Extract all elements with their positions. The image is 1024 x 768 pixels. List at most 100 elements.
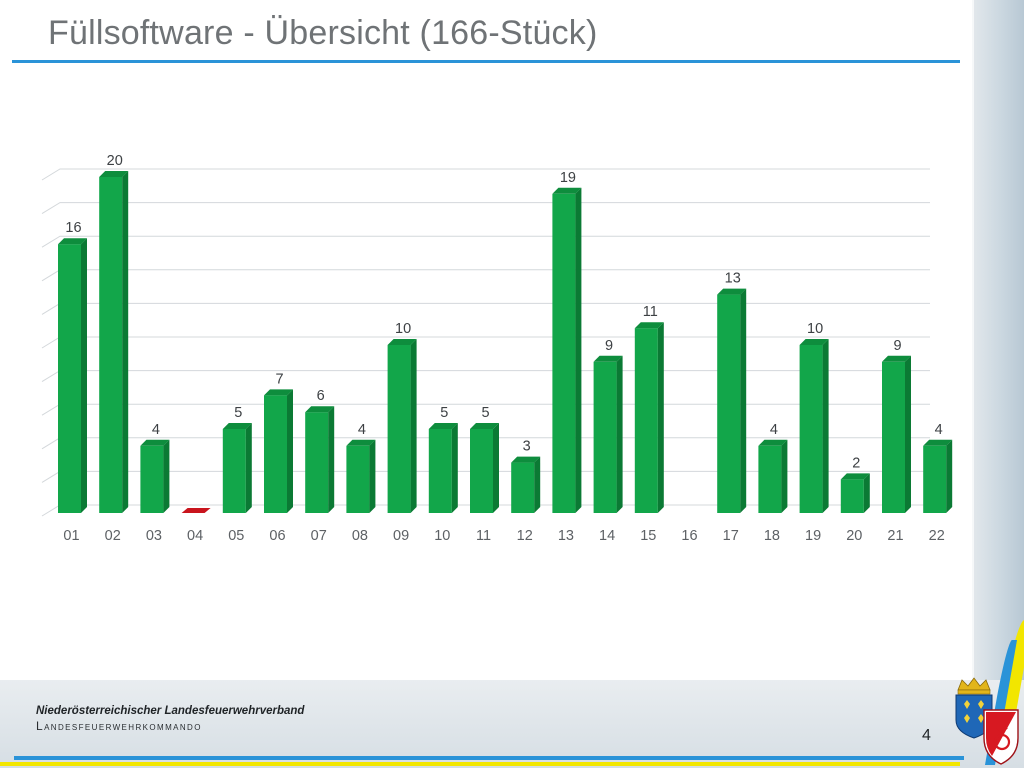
bar-side bbox=[81, 238, 87, 513]
data-label: 9 bbox=[605, 338, 613, 354]
bar-front bbox=[840, 479, 864, 513]
data-label: 6 bbox=[317, 388, 325, 404]
x-tick-label: 02 bbox=[105, 528, 121, 544]
chart-labels: 01 16 02 20 03 4 04 05 5 06 7 07 6 08 4 09 10 10 5 11 5 12 3 13… bbox=[63, 153, 944, 544]
x-tick-label: 11 bbox=[476, 528, 491, 544]
bar-top bbox=[717, 288, 747, 295]
x-tick-label: 04 bbox=[187, 528, 203, 544]
x-tick-label: 05 bbox=[228, 528, 244, 544]
bar-side bbox=[451, 423, 458, 513]
x-tick-label: 15 bbox=[640, 528, 656, 544]
gridline bbox=[41, 370, 930, 383]
bar-side bbox=[616, 355, 623, 513]
bar-top bbox=[634, 322, 664, 329]
bar bbox=[470, 423, 499, 513]
x-tick-label: 17 bbox=[723, 528, 739, 544]
bar bbox=[882, 355, 911, 513]
x-tick-label: 13 bbox=[558, 528, 574, 544]
bar-front bbox=[140, 445, 164, 513]
bar bbox=[799, 339, 829, 513]
bar bbox=[923, 439, 953, 513]
bar-front bbox=[305, 412, 329, 513]
x-tick-label: 12 bbox=[517, 528, 533, 544]
bar bbox=[181, 508, 211, 513]
bar-top bbox=[470, 423, 499, 429]
bar-front bbox=[264, 395, 287, 513]
bar-front bbox=[552, 193, 576, 514]
data-label: 2 bbox=[852, 455, 860, 471]
data-label: 4 bbox=[935, 422, 943, 438]
bar bbox=[99, 171, 129, 513]
bar-top bbox=[428, 423, 458, 429]
organization-name: Niederösterreichischer Landesfeuerwehrve… bbox=[36, 705, 305, 717]
data-label: 4 bbox=[152, 422, 160, 438]
bar-top bbox=[140, 439, 170, 446]
bar bbox=[593, 355, 623, 513]
slide-title: Füllsoftware - Übersicht (166-Stück) bbox=[48, 14, 598, 52]
bar-side bbox=[245, 423, 252, 513]
bar-side bbox=[781, 439, 788, 513]
data-label: 20 bbox=[107, 153, 123, 169]
x-tick-label: 06 bbox=[269, 528, 285, 544]
bar-side bbox=[493, 423, 499, 513]
data-label: 5 bbox=[481, 405, 489, 421]
bar-top bbox=[346, 439, 376, 446]
bar-front bbox=[593, 361, 617, 513]
title-underline bbox=[12, 60, 960, 63]
x-tick-label: 10 bbox=[434, 528, 450, 544]
bar bbox=[428, 423, 458, 513]
bar-top bbox=[222, 423, 252, 429]
x-tick-label: 19 bbox=[805, 528, 821, 544]
data-label: 19 bbox=[560, 170, 576, 186]
right-decorative-strip bbox=[972, 0, 1024, 768]
bar-top bbox=[387, 339, 417, 345]
bar bbox=[717, 288, 747, 513]
data-label: 16 bbox=[65, 220, 81, 236]
gridline bbox=[41, 302, 930, 315]
x-tick-label: 08 bbox=[352, 528, 368, 544]
gridline bbox=[41, 336, 930, 349]
x-tick-label: 18 bbox=[764, 528, 780, 544]
bar-top bbox=[511, 456, 541, 463]
bar-top bbox=[58, 238, 87, 245]
bar bbox=[305, 406, 335, 513]
bar-top bbox=[882, 355, 911, 362]
gridline bbox=[41, 202, 930, 215]
bar-front bbox=[923, 445, 947, 513]
bar-side bbox=[287, 389, 293, 513]
bar bbox=[58, 238, 87, 513]
data-label: 13 bbox=[725, 271, 741, 287]
bar-front bbox=[428, 429, 452, 513]
x-tick-label: 22 bbox=[929, 528, 945, 544]
data-label: 4 bbox=[358, 422, 366, 438]
bar-top bbox=[799, 339, 829, 345]
x-tick-label: 09 bbox=[393, 528, 409, 544]
bar bbox=[552, 187, 582, 514]
data-label: 4 bbox=[770, 422, 778, 438]
data-label: 10 bbox=[807, 321, 823, 337]
page-number: 4 bbox=[922, 727, 931, 744]
bar bbox=[264, 389, 293, 513]
footer-band bbox=[0, 680, 1024, 768]
gridline bbox=[41, 269, 930, 282]
bar-side bbox=[822, 339, 829, 513]
data-label: 11 bbox=[643, 304, 658, 320]
bar-front bbox=[58, 244, 81, 513]
bar-front bbox=[511, 462, 535, 513]
bar-front bbox=[346, 445, 370, 513]
bar bbox=[511, 456, 541, 513]
bar-top bbox=[840, 473, 870, 480]
footer-blue-line bbox=[14, 756, 964, 760]
data-label: 5 bbox=[234, 405, 242, 421]
bar-zero-mark bbox=[181, 508, 211, 513]
bar-side bbox=[328, 406, 335, 513]
x-tick-label: 14 bbox=[599, 528, 615, 544]
x-tick-label: 21 bbox=[887, 528, 903, 544]
bar-top bbox=[264, 389, 293, 396]
bar-side bbox=[122, 171, 129, 513]
bar-front bbox=[470, 429, 493, 513]
bar-side bbox=[575, 187, 582, 514]
data-label: 9 bbox=[893, 338, 901, 354]
bar-side bbox=[410, 339, 417, 513]
